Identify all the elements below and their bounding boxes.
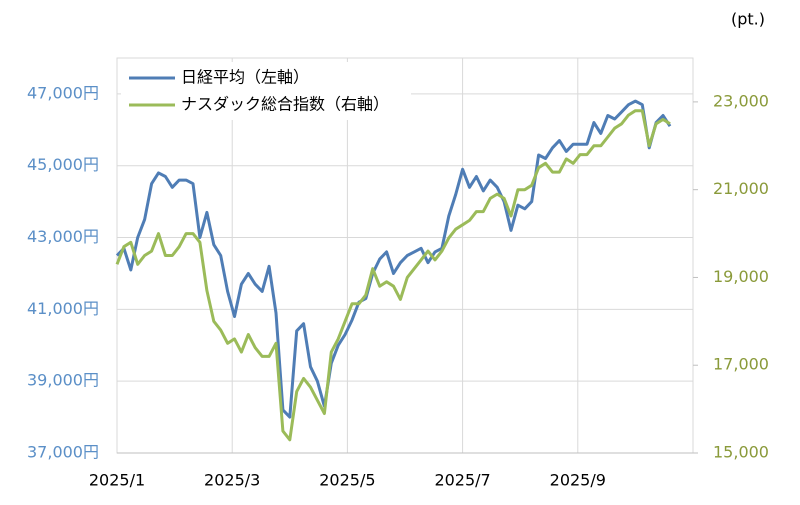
series-line [115, 109, 671, 442]
series-line [115, 99, 672, 419]
y-tick-label: 41,000円 [27, 299, 99, 318]
y-tick-label: 43,000円 [27, 227, 99, 246]
y2-tick-label: 23,000 [713, 91, 769, 110]
y-tick-label: 47,000円 [27, 83, 99, 102]
x-tick-label: 2025/1 [89, 471, 145, 490]
legend-label: ナスダック総合指数（右軸） [181, 95, 389, 114]
y-tick-label: 37,000円 [27, 443, 99, 462]
x-tick-label: 2025/5 [319, 471, 375, 490]
x-tick-label: 2025/3 [204, 471, 260, 490]
y2-tick-label: 21,000 [713, 179, 769, 198]
y2-tick-label: 19,000 [713, 267, 769, 286]
y2-tick-label: 15,000 [713, 443, 769, 462]
y2-tick-label: 17,000 [713, 355, 769, 374]
y-tick-label: 39,000円 [27, 371, 99, 390]
legend-label: 日経平均（左軸） [181, 68, 309, 87]
x-tick-label: 2025/7 [434, 471, 490, 490]
plot-area [116, 57, 694, 454]
y-tick-label: 45,000円 [27, 155, 99, 174]
legend-box [121, 62, 411, 120]
x-tick-label: 2025/9 [550, 471, 606, 490]
axis-unit: (pt.) [731, 10, 765, 29]
